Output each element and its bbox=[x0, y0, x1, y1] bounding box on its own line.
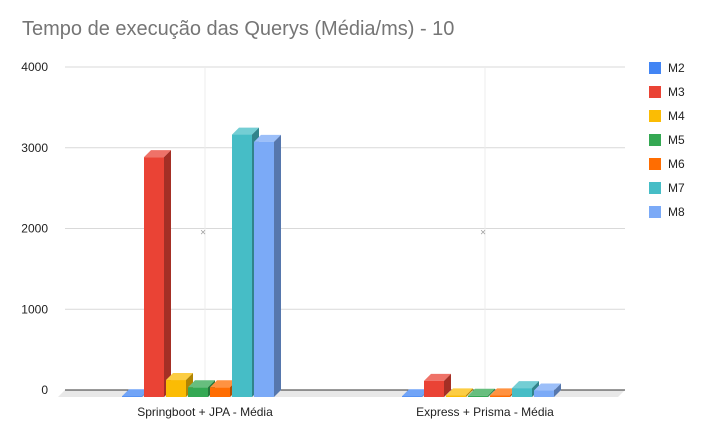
bar-front-face bbox=[512, 388, 532, 397]
bar-front-face bbox=[402, 396, 422, 397]
bar-front-face bbox=[232, 134, 252, 397]
y-tick-label: 1000 bbox=[21, 302, 48, 316]
legend-label-m6: M6 bbox=[668, 157, 685, 171]
bar-side-face bbox=[466, 388, 473, 397]
bar-m5-2 bbox=[468, 388, 495, 397]
bar-front-face bbox=[166, 380, 186, 397]
legend-label-m8: M8 bbox=[668, 205, 685, 219]
bar-top-face bbox=[188, 380, 215, 388]
bar-top-face bbox=[490, 388, 517, 396]
bar-m3-2 bbox=[424, 373, 451, 397]
bar-side-face bbox=[444, 373, 451, 397]
category-center-marker: × bbox=[480, 228, 486, 239]
bar-top-face bbox=[166, 373, 193, 381]
bar-top-face bbox=[254, 134, 281, 142]
bar-top-face bbox=[402, 389, 429, 397]
bar-m4-2 bbox=[446, 388, 473, 397]
legend-label-m3: M3 bbox=[668, 85, 685, 99]
legend-label-m4: M4 bbox=[668, 109, 685, 123]
legend-swatch-m8 bbox=[649, 206, 661, 218]
bar-side-face bbox=[164, 150, 171, 397]
bar-top-face bbox=[446, 388, 473, 396]
category-center-marker: × bbox=[200, 228, 206, 239]
legend-label-m5: M5 bbox=[668, 133, 685, 147]
bar-front-face bbox=[534, 390, 554, 397]
legend-swatch-m5 bbox=[649, 134, 661, 146]
bar-top-face bbox=[232, 127, 259, 135]
bar-front-face bbox=[144, 157, 164, 397]
bar-top-face bbox=[144, 150, 171, 158]
bar-top-face bbox=[512, 381, 539, 389]
bar-top-face bbox=[210, 380, 237, 388]
bar-front-face bbox=[424, 380, 444, 397]
legend-swatch-m4 bbox=[649, 110, 661, 122]
bar-front-face bbox=[122, 396, 142, 397]
legend-swatch-m3 bbox=[649, 86, 661, 98]
bar-front-face bbox=[210, 387, 230, 397]
legend-swatch-m2 bbox=[649, 62, 661, 74]
bar-front-face bbox=[490, 395, 510, 397]
bar-m4-1 bbox=[166, 373, 193, 397]
y-tick-label: 4000 bbox=[21, 60, 48, 74]
bar-top-face bbox=[122, 389, 149, 397]
legend-swatch-m6 bbox=[649, 158, 661, 170]
bar-front-face bbox=[188, 387, 208, 397]
bar-side-face bbox=[554, 383, 561, 397]
chart-title: Tempo de execução das Querys (Média/ms) … bbox=[22, 18, 455, 40]
y-tick-label: 2000 bbox=[21, 222, 48, 236]
bar-top-face bbox=[468, 388, 495, 396]
bar-m8-2 bbox=[534, 383, 561, 397]
bar-top-face bbox=[424, 373, 451, 381]
bar-top-face bbox=[534, 383, 561, 391]
bar-front-face bbox=[446, 395, 466, 397]
bar-m3-1 bbox=[144, 150, 171, 397]
legend-label-m7: M7 bbox=[668, 181, 685, 195]
x-tick-label: Express + Prisma - Média bbox=[416, 405, 554, 419]
y-tick-label: 0 bbox=[41, 383, 48, 397]
x-tick-label: Springboot + JPA - Média bbox=[137, 405, 273, 419]
y-tick-label: 3000 bbox=[21, 141, 48, 155]
legend-label-m2: M2 bbox=[668, 61, 685, 75]
bar-front-face bbox=[254, 141, 274, 397]
legend-swatch-m7 bbox=[649, 182, 661, 194]
bar-m8-1 bbox=[254, 134, 281, 397]
bar-front-face bbox=[468, 395, 488, 397]
bar-side-face bbox=[488, 388, 495, 397]
bar-side-face bbox=[274, 134, 281, 397]
